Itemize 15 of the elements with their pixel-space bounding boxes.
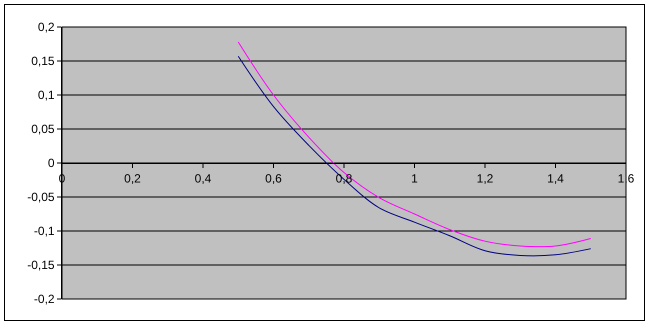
x-tick-label: 0,2 [124,171,142,186]
x-tick-label: 0,6 [265,171,282,186]
y-tick-label: -0,05 [27,190,55,204]
x-tick-label: 1,2 [476,171,494,186]
x-tick-label: 1,4 [547,171,564,186]
x-tick-label: 0,4 [194,171,212,186]
y-tick-label: 0,05 [31,122,55,136]
y-tick-label: -0,1 [34,224,55,238]
x-tick-label: 1 [411,171,418,186]
y-tick-label: 0,2 [38,20,55,34]
y-tick-label: -0,2 [34,292,55,306]
y-tick-label: -0,15 [27,258,55,272]
y-tick-label: 0 [48,156,55,170]
y-tick-label: 0,15 [31,54,55,68]
y-tick-label: 0,1 [38,88,55,102]
